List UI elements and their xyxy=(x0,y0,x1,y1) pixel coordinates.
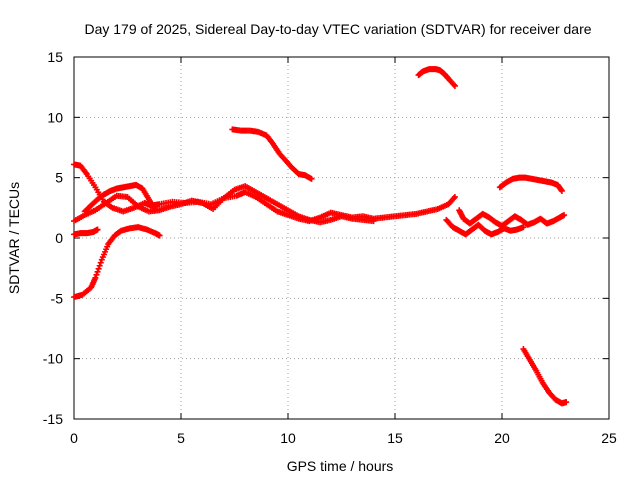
x-tick-label: 20 xyxy=(494,430,510,446)
data-point xyxy=(520,224,527,231)
x-tick-label: 15 xyxy=(387,430,403,446)
y-tick-label: -5 xyxy=(51,290,64,306)
y-tick-label: 10 xyxy=(47,109,63,125)
series-arc-f xyxy=(229,126,315,182)
series-arc-j xyxy=(496,174,565,194)
y-tick-label: -10 xyxy=(43,351,63,367)
series-arc-e xyxy=(71,224,163,301)
grid xyxy=(74,57,609,419)
data-point xyxy=(561,212,568,219)
data-point xyxy=(156,232,163,239)
x-axis-label: GPS time / hours xyxy=(287,458,394,474)
series-arc-g xyxy=(415,66,458,89)
chart-title: Day 179 of 2025, Sidereal Day-to-day VTE… xyxy=(84,21,591,37)
series-arc-h xyxy=(456,207,568,229)
data-point xyxy=(94,226,101,233)
y-tick-label: 15 xyxy=(47,49,63,65)
x-tick-label: 0 xyxy=(70,430,78,446)
data-point xyxy=(558,187,565,194)
data-point xyxy=(93,271,100,278)
x-tick-label: 5 xyxy=(177,430,185,446)
y-tick-label: 0 xyxy=(55,230,63,246)
data-marks xyxy=(71,66,570,407)
data-point xyxy=(308,175,315,182)
y-tick-label: 5 xyxy=(55,170,63,186)
data-point xyxy=(152,207,159,214)
data-point xyxy=(92,274,99,281)
series-arc-k xyxy=(520,346,570,407)
y-axis-label: SDTVAR / TECUs xyxy=(6,182,22,294)
data-point xyxy=(563,399,570,406)
x-tick-label: 25 xyxy=(601,430,617,446)
data-point xyxy=(451,193,458,200)
y-tick-label: -15 xyxy=(43,411,63,427)
series-arc-i xyxy=(443,216,527,238)
series-arc-c xyxy=(81,181,159,215)
data-point xyxy=(95,265,102,272)
series-arc-d xyxy=(71,226,101,238)
x-tick-label: 10 xyxy=(280,430,296,446)
ticks: 0 5 10 15 20 25 -15 -10 -5 0 5 10 15 xyxy=(43,49,617,446)
data-point xyxy=(97,259,104,266)
data-point xyxy=(94,268,101,275)
data-point xyxy=(370,218,377,225)
series-arc-b xyxy=(71,183,377,226)
data-point xyxy=(451,82,458,89)
data-point xyxy=(96,262,103,269)
